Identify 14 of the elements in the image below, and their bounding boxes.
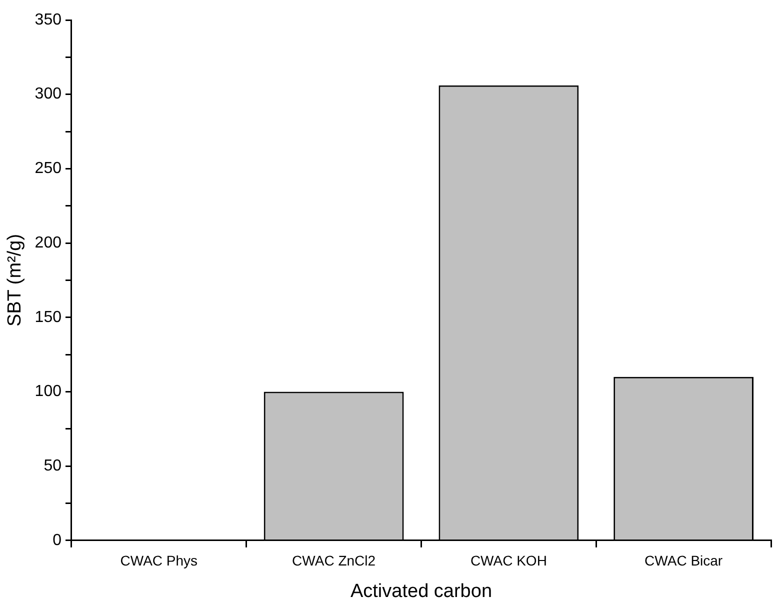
x-tick-label: CWAC Bicar	[644, 552, 723, 569]
y-tick-label: 200	[34, 234, 62, 252]
y-tick-label: 100	[34, 383, 62, 400]
y-tick-label: 350	[34, 11, 62, 28]
y-tick-label: 50	[44, 457, 62, 474]
x-axis-title: Activated carbon	[350, 580, 492, 602]
y-tick-label: 300	[34, 86, 62, 103]
x-tick-label: CWAC KOH	[470, 552, 547, 569]
x-tick-label: CWAC ZnCl2	[292, 552, 376, 569]
y-axis-title: SBT (m²/g)	[4, 234, 26, 326]
y-tick-label: 0	[52, 532, 62, 549]
y-tick-label: 150	[34, 308, 62, 326]
x-tick-label: CWAC Phys	[120, 552, 198, 569]
y-tick-label: 250	[34, 160, 62, 178]
